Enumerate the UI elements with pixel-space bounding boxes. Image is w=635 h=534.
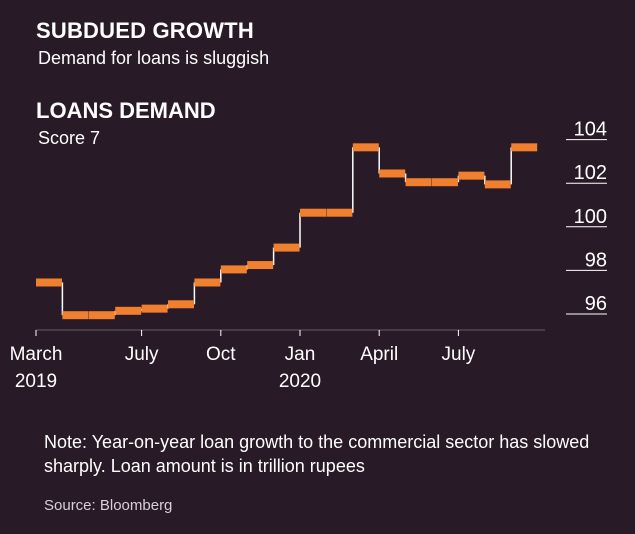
x-tick-year-label: 2020: [279, 371, 321, 392]
y-tick-label: 102: [574, 162, 607, 184]
data-point: [405, 178, 432, 187]
series-layer: [36, 143, 538, 320]
chart-source: Source: Bloomberg: [44, 497, 173, 514]
data-point: [115, 306, 142, 315]
x-tick-label: July: [125, 344, 159, 365]
chart-title: LOANS DEMAND: [36, 98, 216, 123]
x-tick-label: Jan: [285, 344, 316, 365]
data-point: [220, 265, 247, 274]
y-tick-label: 100: [574, 206, 607, 228]
data-point: [88, 311, 115, 320]
data-point: [273, 243, 300, 252]
data-point: [432, 178, 458, 187]
x-tick-year-label: 2019: [15, 371, 57, 392]
data-point: [168, 300, 194, 309]
data-point: [511, 143, 538, 152]
data-point: [300, 208, 326, 217]
data-point: [352, 143, 379, 152]
data-point: [62, 311, 89, 320]
chart-subtitle: Score 7: [38, 128, 101, 148]
data-point: [379, 169, 406, 178]
x-tick-label: July: [442, 344, 476, 365]
data-point: [247, 261, 274, 270]
headline-subtitle: Demand for loans is sluggish: [38, 48, 270, 68]
y-tick-label: 96: [585, 293, 607, 315]
y-tick-label: 98: [585, 249, 607, 271]
chart-note: Note: Year-on-year loan growth to the co…: [44, 432, 590, 476]
data-point: [141, 304, 168, 313]
headline: SUBDUED GROWTH: [36, 18, 254, 43]
x-axis: March 2019 July Oct Jan 2020 April July: [10, 329, 545, 392]
x-tick-label: Oct: [206, 344, 236, 365]
data-point: [36, 278, 62, 287]
x-tick-label: April: [360, 344, 398, 365]
loans-demand-chart: March 2019 July Oct Jan 2020 April July 96 98 100…: [10, 119, 607, 392]
data-point: [484, 180, 511, 189]
data-point: [194, 278, 221, 287]
y-axis: 96 98 100 102 104: [566, 119, 607, 315]
data-point: [458, 171, 485, 180]
data-point: [326, 208, 353, 217]
x-tick-label: March: [10, 344, 63, 365]
y-tick-label: 104: [574, 119, 607, 141]
